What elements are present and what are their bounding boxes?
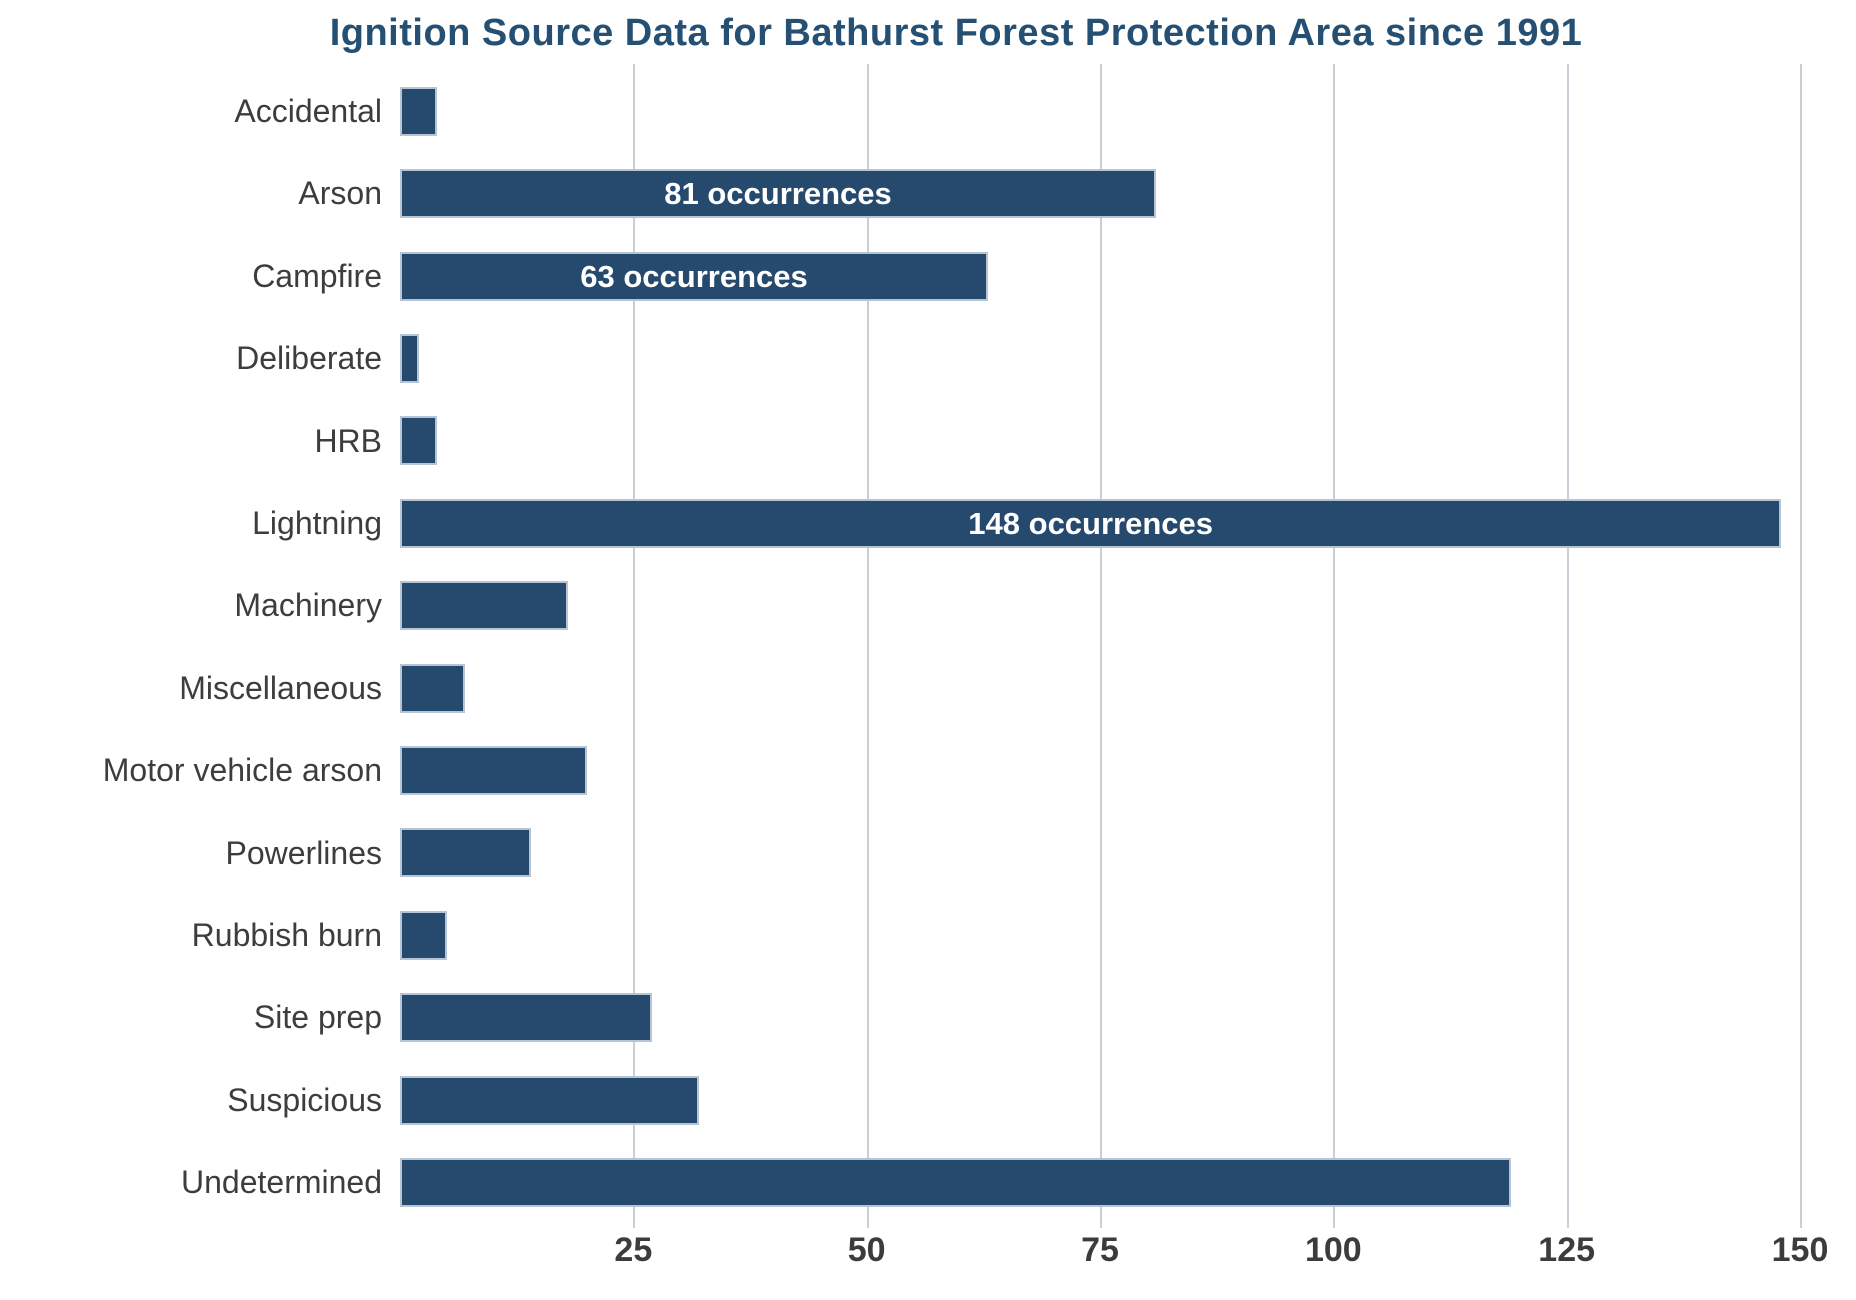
category-label-powerlines: Powerlines (225, 834, 382, 871)
category-label-accidental: Accidental (234, 93, 382, 129)
bar-accidental (400, 86, 438, 136)
gridline-100 (1333, 64, 1336, 1228)
x-tick-label-50: 50 (847, 1231, 886, 1269)
gridline-150 (1800, 64, 1802, 1228)
category-label-machinery: Machinery (234, 587, 382, 624)
category-label-motor-vehicle-arson: Motor vehicle arson (102, 752, 382, 789)
gridline-125 (1566, 64, 1569, 1228)
x-tick-label-150: 150 (1771, 1231, 1829, 1269)
category-label-hrb: HRB (314, 422, 382, 459)
gridline-25 (633, 64, 636, 1228)
category-label-miscellaneous: Miscellaneous (179, 669, 382, 706)
bar-rubbish-burn (400, 910, 447, 960)
bar-motor-vehicle-arson (400, 745, 587, 795)
bar-value-label-lightning: 148 occurrences (968, 505, 1214, 541)
bar-undetermined (400, 1157, 1511, 1207)
category-label-undetermined: Undetermined (181, 1164, 382, 1201)
bar-powerlines (400, 828, 531, 878)
x-tick-label-75: 75 (1081, 1231, 1119, 1269)
bar-suspicious (400, 1075, 699, 1125)
bar-value-label-arson: 81 occurrences (664, 176, 892, 212)
bar-miscellaneous (400, 663, 466, 713)
x-tick-label-100: 100 (1304, 1231, 1362, 1269)
bar-value-label-campfire: 63 occurrences (580, 258, 808, 294)
category-label-campfire: Campfire (252, 257, 382, 294)
bar-arson (400, 169, 1156, 219)
category-label-deliberate: Deliberate (236, 340, 382, 377)
bar-deliberate (400, 333, 419, 383)
category-label-arson: Arson (298, 175, 382, 212)
chart-title: Ignition Source Data for Bathurst Forest… (329, 12, 1583, 54)
x-tick-label-125: 125 (1538, 1231, 1596, 1269)
bar-campfire (400, 251, 988, 301)
category-label-site-prep: Site prep (253, 999, 382, 1036)
category-label-rubbish-burn: Rubbish burn (191, 917, 382, 953)
category-label-suspicious: Suspicious (227, 1081, 382, 1118)
gridline-50 (866, 64, 869, 1228)
x-tick-label-25: 25 (614, 1231, 653, 1269)
category-label-lightning: Lightning (252, 505, 382, 541)
bar-lightning (400, 498, 1782, 548)
bar-site-prep (400, 993, 652, 1043)
gridline-75 (1100, 64, 1102, 1228)
bar-machinery (400, 581, 568, 631)
bar-hrb (400, 416, 438, 466)
